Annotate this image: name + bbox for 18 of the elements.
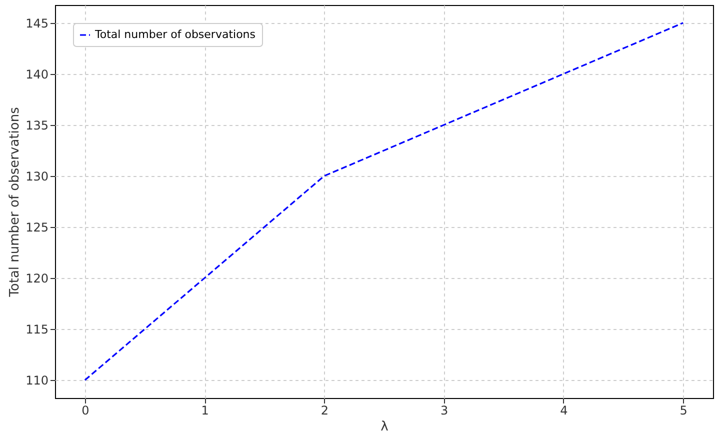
legend-label: Total number of observations [94,28,256,41]
y-tick-label: 135 [26,118,48,132]
line-series [84,22,684,381]
y-axis-title: Total number of observations [8,106,23,298]
y-tick-label: 140 [26,67,48,82]
y-tick-label: 115 [26,322,48,337]
y-tick-label: 120 [26,272,48,286]
x-tick-label: 2 [320,404,328,418]
x-axis-title: λ [380,420,389,434]
x-tick-label: 4 [560,404,568,418]
y-tick-label: 130 [26,169,48,184]
y-tick-label: 125 [26,220,48,235]
y-tick-label: 145 [26,16,48,30]
x-tick-label: 1 [201,404,209,418]
x-tick-label: 3 [440,404,448,418]
x-tick-label: 5 [680,404,688,418]
y-tick-label: 110 [26,374,48,388]
x-tick-label: 0 [82,404,90,418]
